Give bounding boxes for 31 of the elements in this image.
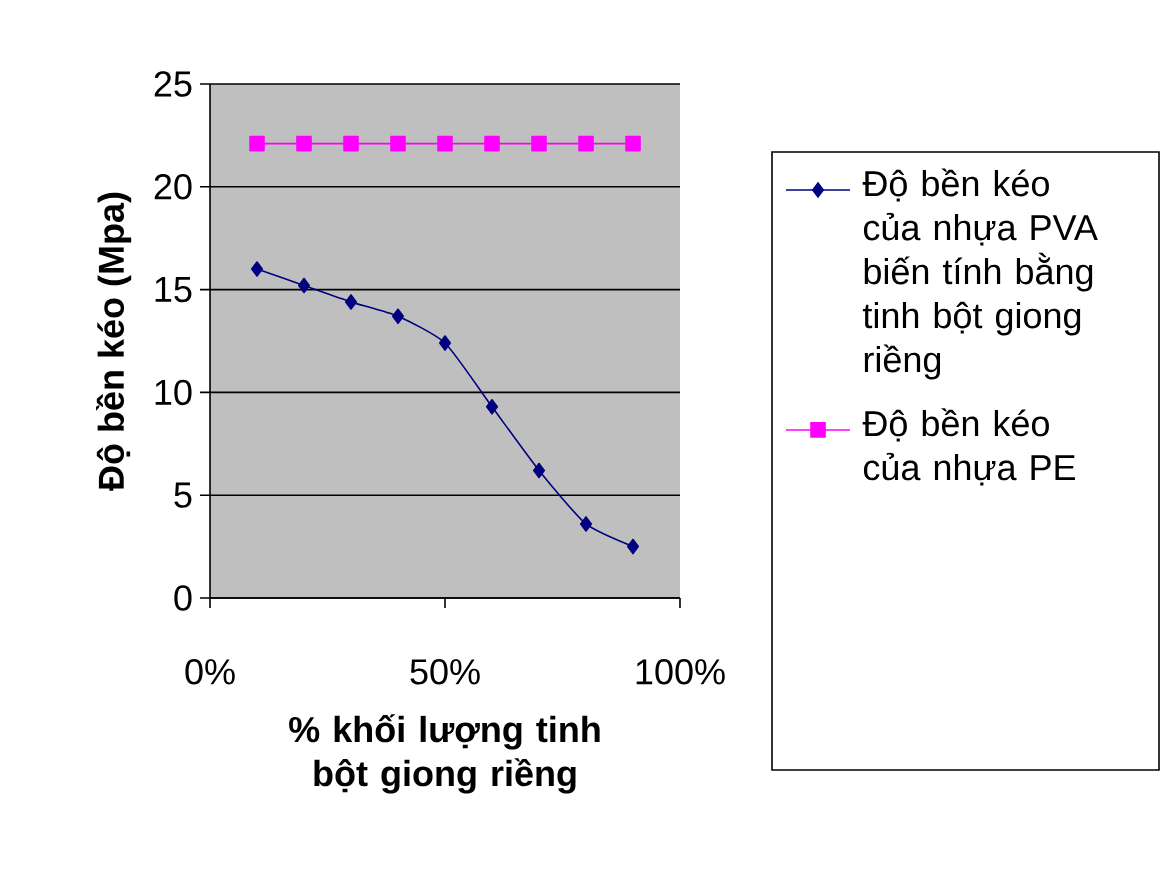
point xyxy=(625,135,641,152)
y-tick-label: 0 xyxy=(174,585,192,611)
point xyxy=(438,335,452,351)
y-tick-label: 10 xyxy=(155,379,192,406)
legend-label: Độ bền kéo của nhựa PE xyxy=(862,408,1076,486)
point xyxy=(484,135,500,152)
point xyxy=(343,135,359,152)
x-tick-label: 0% xyxy=(185,659,235,685)
point xyxy=(531,135,547,152)
point xyxy=(437,135,453,152)
y-tick-label: 15 xyxy=(155,277,192,303)
point xyxy=(250,261,264,277)
x-axis-title: % khối lượng tinh bột giong riềng xyxy=(289,714,600,794)
point xyxy=(296,135,312,152)
point xyxy=(249,135,265,152)
point xyxy=(390,135,406,152)
point xyxy=(578,135,594,152)
point xyxy=(532,462,546,479)
y-tick-label: 20 xyxy=(154,174,192,200)
point xyxy=(344,294,358,310)
legend-label: Độ bền kéo của nhựa PVA biến tính bằng tinh bột giong riềng xyxy=(862,168,1098,380)
y-tick-label: 25 xyxy=(154,71,192,97)
point xyxy=(579,516,593,532)
point xyxy=(626,538,640,555)
x-tick-label: 100% xyxy=(636,659,725,685)
point xyxy=(485,398,499,415)
y-tick-label: 5 xyxy=(174,482,192,508)
point xyxy=(297,277,311,294)
y-axis-title: Độ bền kéo (Mpa) xyxy=(96,192,132,491)
point xyxy=(391,308,405,325)
x-tick-label: 50% xyxy=(410,659,480,685)
